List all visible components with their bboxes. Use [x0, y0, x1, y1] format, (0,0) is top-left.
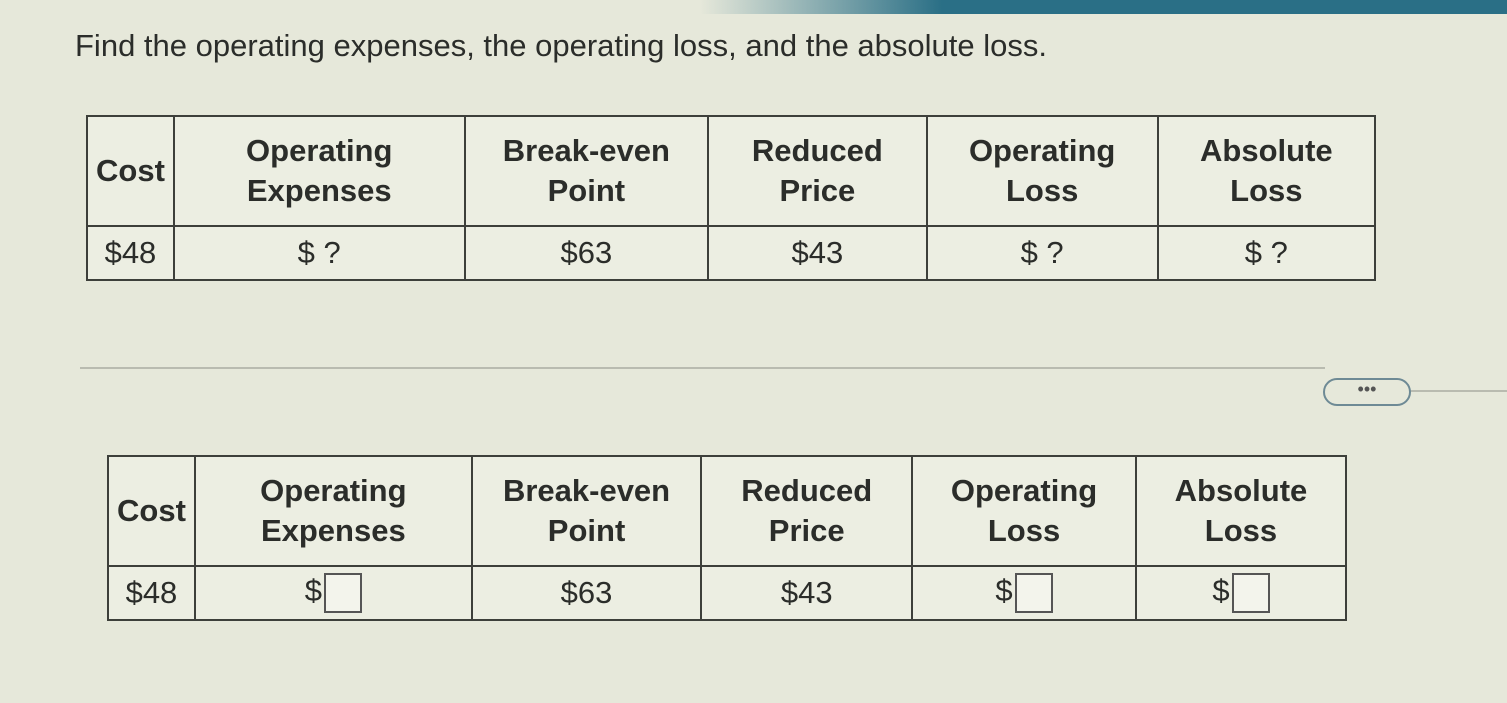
operating-loss-cell: $ ? — [925, 225, 1159, 281]
header-operating-expenses: Operating Expenses — [193, 455, 473, 567]
reduced-price-cell: $43 — [707, 225, 928, 281]
top-bar — [700, 0, 1507, 14]
reduced-price-cell: $43 — [700, 565, 914, 621]
dollar-sign: $ — [995, 573, 1013, 609]
dollar-sign: $ — [1212, 573, 1230, 609]
question-text: Find the operating expenses, the operati… — [75, 28, 1047, 63]
table-row: $48 $ ? $63 $43 $ ? $ ? — [86, 225, 1377, 281]
cost-cell: $48 — [107, 565, 196, 621]
header-reduced-price: Reduced Price — [700, 455, 914, 567]
operating-expenses-cell: $ ? — [172, 225, 466, 281]
absolute-loss-cell: $ — [1134, 565, 1348, 621]
table-row: $48 $ $63 $43 $ $ — [107, 565, 1348, 621]
header-row: Cost Operating Expenses Break-even Point… — [107, 455, 1348, 567]
header-absolute-loss: Absolute Loss — [1156, 115, 1377, 227]
break-even-cell: $63 — [463, 225, 710, 281]
answer-table: Cost Operating Expenses Break-even Point… — [107, 455, 1348, 621]
header-operating-loss: Operating Loss — [911, 455, 1137, 567]
header-operating-expenses: Operating Expenses — [172, 115, 466, 227]
divider — [80, 367, 1325, 369]
header-reduced-price: Reduced Price — [707, 115, 928, 227]
more-button[interactable]: ••• — [1323, 378, 1411, 406]
header-absolute-loss: Absolute Loss — [1134, 455, 1348, 567]
header-operating-loss: Operating Loss — [925, 115, 1159, 227]
header-row: Cost Operating Expenses Break-even Point… — [86, 115, 1377, 227]
operating-loss-cell: $ — [911, 565, 1137, 621]
operating-expenses-input[interactable] — [323, 573, 362, 613]
operating-expenses-cell: $ — [193, 565, 473, 621]
divider — [1410, 390, 1507, 392]
header-cost: Cost — [107, 455, 196, 567]
header-cost: Cost — [86, 115, 175, 227]
break-even-cell: $63 — [470, 565, 703, 621]
given-table: Cost Operating Expenses Break-even Point… — [86, 115, 1377, 281]
operating-loss-input[interactable] — [1014, 573, 1053, 613]
cost-cell: $48 — [86, 225, 175, 281]
absolute-loss-input[interactable] — [1231, 573, 1270, 613]
dollar-sign: $ — [304, 573, 322, 609]
header-break-even: Break-even Point — [470, 455, 703, 567]
absolute-loss-cell: $ ? — [1156, 225, 1377, 281]
header-break-even: Break-even Point — [463, 115, 710, 227]
